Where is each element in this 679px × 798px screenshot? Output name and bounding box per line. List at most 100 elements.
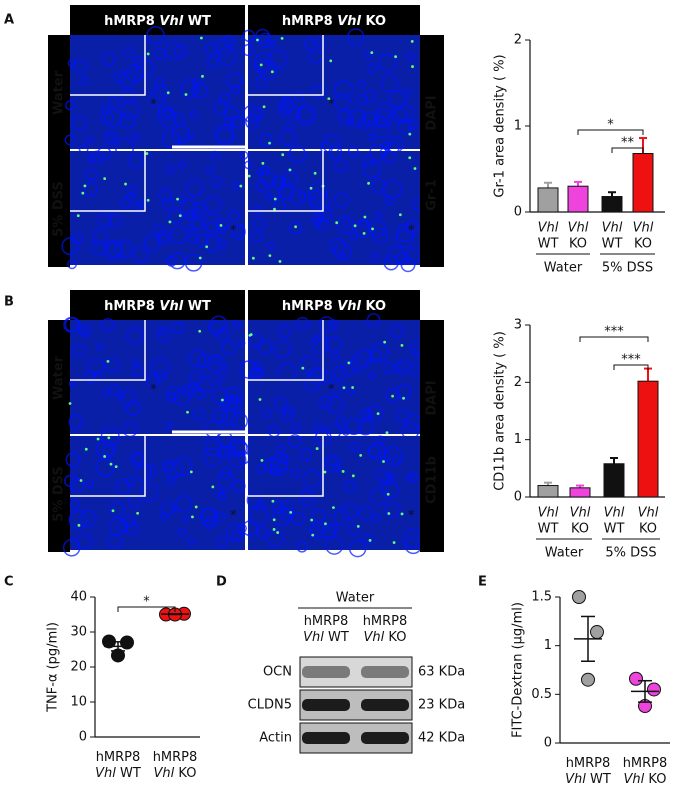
nucleus (164, 41, 184, 60)
positive-cell (271, 499, 275, 503)
nucleus (341, 218, 351, 228)
stain-label: DAPI (425, 95, 440, 130)
nucleus (310, 525, 321, 536)
nucleus (336, 215, 355, 234)
nucleus (357, 419, 374, 436)
positive-cell (220, 398, 224, 402)
nucleus (97, 213, 113, 228)
data-point (647, 682, 661, 697)
nucleus (109, 502, 125, 518)
nucleus (290, 468, 301, 479)
group-label: Water (545, 546, 584, 561)
positive-cell (371, 227, 374, 231)
inset-frame (248, 151, 324, 212)
nucleus (325, 336, 342, 353)
category-label: KO (569, 237, 587, 252)
significance-bracket (611, 147, 644, 153)
nucleus (406, 52, 416, 62)
category-label: WT (538, 237, 559, 252)
positive-cell (351, 474, 355, 478)
nucleus (217, 472, 235, 490)
nucleus (329, 380, 344, 395)
nucleus (368, 349, 383, 363)
nucleus (325, 536, 344, 555)
positive-cell (189, 470, 193, 474)
nucleus (262, 408, 272, 419)
positive-cell (400, 344, 404, 347)
y-tick-label: 0 (514, 490, 522, 505)
nucleus (171, 125, 190, 144)
blot-band (302, 666, 350, 678)
positive-cell (370, 51, 374, 55)
nucleus (203, 516, 217, 530)
nucleus (101, 318, 115, 331)
y-tick-label: 2 (514, 375, 522, 390)
positive-cell (272, 518, 276, 522)
text-part: hMRP8 (282, 14, 333, 29)
positive-cell (109, 462, 113, 466)
nucleus (177, 161, 187, 170)
nucleus (408, 472, 418, 483)
text-part: KO (648, 772, 666, 787)
bar (567, 185, 589, 213)
nucleus (230, 412, 249, 430)
nucleus (204, 437, 223, 456)
text-part: KO (366, 299, 387, 314)
marker: * (328, 383, 335, 398)
nucleus (273, 340, 292, 359)
nucleus (397, 118, 414, 134)
nucleus (223, 35, 236, 48)
positive-cell (294, 225, 297, 229)
nucleus (215, 377, 223, 386)
text-part: Vhl (159, 299, 183, 314)
panel-letter: B (4, 295, 14, 310)
panel-letter: E (478, 575, 487, 590)
nucleus (161, 129, 181, 149)
marker: * (230, 224, 237, 239)
blot-band (302, 732, 350, 744)
nucleus (68, 380, 77, 388)
nucleus (187, 537, 196, 546)
nucleus (242, 29, 255, 42)
nucleus (320, 371, 333, 383)
positive-cell (329, 59, 333, 63)
y-axis-label: Gr-1 area density ( %) (493, 54, 508, 197)
nucleus (175, 495, 193, 513)
positive-cell (247, 174, 251, 178)
nucleus (69, 498, 81, 510)
nucleus (158, 188, 173, 202)
row-label: Water (52, 70, 67, 115)
nucleus (104, 357, 120, 373)
category-label: Vhl (570, 506, 591, 521)
significance-label: *** (604, 325, 624, 340)
positive-cell (359, 454, 363, 457)
positive-cell (332, 506, 335, 510)
nucleus (307, 190, 325, 208)
nucleus (230, 115, 244, 129)
nucleus (62, 538, 81, 557)
positive-cell (288, 168, 292, 172)
positive-cell (402, 396, 405, 400)
nucleus (395, 408, 410, 423)
nucleus (381, 481, 399, 500)
nucleus (237, 339, 246, 347)
nucleus (264, 193, 273, 202)
significance-label: ** (621, 136, 635, 151)
nucleus (204, 195, 222, 213)
significance-bracket (117, 606, 176, 612)
nucleus (394, 362, 406, 374)
positive-cell (146, 198, 150, 202)
nucleus (64, 474, 77, 488)
nucleus (109, 517, 128, 537)
nucleus (65, 100, 76, 111)
nucleus (64, 316, 81, 333)
positive-cell (408, 132, 412, 136)
nucleus (298, 489, 317, 508)
positive-cell (347, 361, 351, 365)
positive-cell (376, 412, 380, 416)
nucleus (143, 235, 161, 252)
nucleus (242, 43, 255, 57)
nucleus (378, 53, 397, 72)
nucleus (358, 505, 374, 521)
inset-frame (248, 436, 324, 497)
